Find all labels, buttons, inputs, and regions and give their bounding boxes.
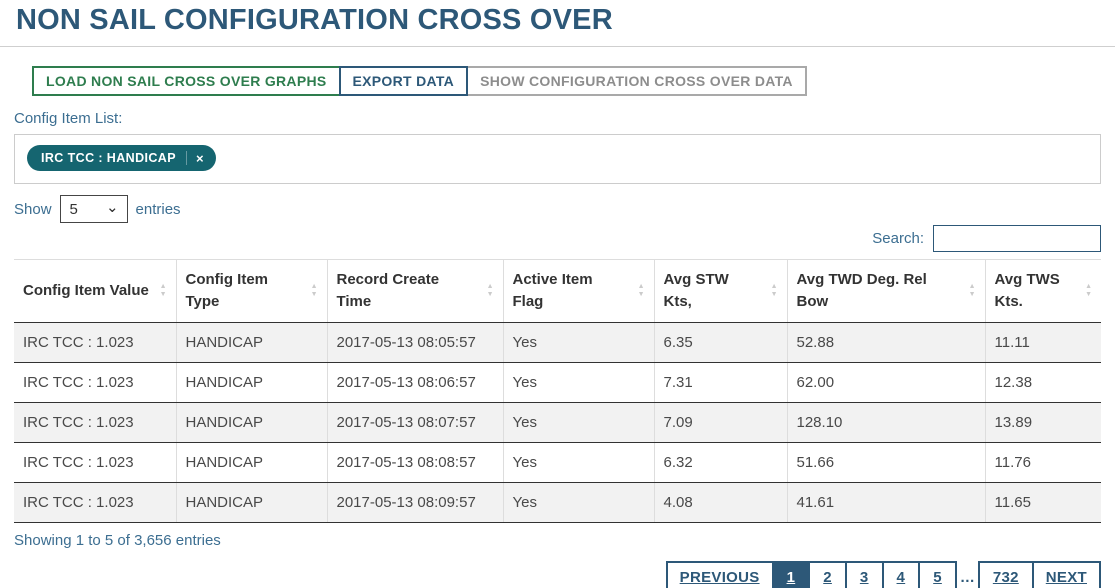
show-crossover-data-button[interactable]: SHOW CONFIGURATION CROSS OVER DATA xyxy=(466,66,807,96)
column-header-config-item-value[interactable]: Config Item Value ▲ ▼ xyxy=(14,259,176,323)
cell-record-create-time: 2017-05-13 08:08:57 xyxy=(326,442,503,483)
sort-icon[interactable]: ▲ ▼ xyxy=(486,282,494,298)
cell-record-create-time: 2017-05-13 08:05:57 xyxy=(326,322,503,363)
column-header-avg-twd[interactable]: Avg TWD Deg. Rel Bow ▲ ▼ xyxy=(786,259,985,323)
toolbar: LOAD NON SAIL CROSS OVER GRAPHS EXPORT D… xyxy=(32,66,1101,96)
cell-active-item-flag: Yes xyxy=(502,442,654,483)
config-item-list-label: Config Item List: xyxy=(14,110,123,127)
cell-record-create-time: 2017-05-13 08:09:57 xyxy=(326,482,503,523)
pagination-page-2[interactable]: 2 xyxy=(808,560,847,588)
tag-remove-icon[interactable]: × xyxy=(195,150,204,166)
search-input[interactable] xyxy=(933,225,1101,252)
cell-config-item-value: IRC TCC : 1.023 xyxy=(14,322,176,363)
sort-icon[interactable]: ▲ ▼ xyxy=(770,282,778,298)
entries-label: entries xyxy=(135,200,181,218)
cell-active-item-flag: Yes xyxy=(502,402,654,443)
tag-divider xyxy=(185,151,187,165)
table-row[interactable]: IRC TCC : 1.023 HANDICAP 2017-05-13 08:0… xyxy=(14,402,1101,443)
cell-avg-tws: 11.65 xyxy=(984,482,1101,523)
export-data-button[interactable]: EXPORT DATA xyxy=(338,66,469,96)
pagination: PREVIOUS 1 2 3 4 5 … 732 NEXT xyxy=(14,560,1101,588)
cell-avg-tws: 13.89 xyxy=(984,402,1101,443)
cell-config-item-value: IRC TCC : 1.023 xyxy=(14,482,176,523)
cell-active-item-flag: Yes xyxy=(502,482,654,523)
table-header-row: Config Item Value ▲ ▼ Config Item Type ▲ ▼ R… xyxy=(14,259,1101,323)
cell-config-item-value: IRC TCC : 1.023 xyxy=(14,362,176,403)
table-row[interactable]: IRC TCC : 1.023 HANDICAP 2017-05-13 08:0… xyxy=(14,322,1101,363)
entries-length-control: Show 5 ⌄ entries xyxy=(14,195,1101,223)
sort-icon[interactable]: ▲ ▼ xyxy=(159,282,167,298)
config-item-tag[interactable]: IRC TCC : HANDICAP × xyxy=(27,145,216,171)
cell-avg-tws: 11.11 xyxy=(984,322,1101,363)
cell-config-item-type: HANDICAP xyxy=(175,402,327,443)
sort-icon[interactable]: ▲ ▼ xyxy=(968,282,976,298)
sort-icon[interactable]: ▲ ▼ xyxy=(1085,282,1092,298)
cell-active-item-flag: Yes xyxy=(502,362,654,403)
search-control: Search: xyxy=(14,225,1101,252)
cell-avg-stw: 6.35 xyxy=(653,322,787,363)
cell-avg-twd: 128.10 xyxy=(786,402,985,443)
cell-avg-tws: 11.76 xyxy=(984,442,1101,483)
pagination-page-3[interactable]: 3 xyxy=(844,560,884,588)
cell-config-item-type: HANDICAP xyxy=(175,322,327,363)
config-item-tag-label: IRC TCC : HANDICAP xyxy=(41,151,176,165)
table-row[interactable]: IRC TCC : 1.023 HANDICAP 2017-05-13 08:0… xyxy=(14,362,1101,403)
cell-avg-twd: 41.61 xyxy=(786,482,985,523)
column-header-config-item-type[interactable]: Config Item Type ▲ ▼ xyxy=(175,259,327,323)
cell-config-item-type: HANDICAP xyxy=(175,362,327,403)
cell-avg-stw: 6.32 xyxy=(653,442,787,483)
cell-avg-twd: 51.66 xyxy=(786,442,985,483)
title-divider xyxy=(0,46,1115,47)
table-info: Showing 1 to 5 of 3,656 entries xyxy=(14,531,221,549)
show-label: Show xyxy=(14,200,52,218)
cell-config-item-type: HANDICAP xyxy=(175,482,327,523)
load-graphs-button[interactable]: LOAD NON SAIL CROSS OVER GRAPHS xyxy=(32,66,341,96)
sort-icon[interactable]: ▲ ▼ xyxy=(637,282,645,298)
cell-config-item-type: HANDICAP xyxy=(175,442,327,483)
cell-avg-stw: 7.09 xyxy=(653,402,787,443)
pagination-ellipsis: … xyxy=(959,568,975,586)
entries-select-wrap: 5 ⌄ xyxy=(59,195,128,223)
entries-select[interactable]: 5 xyxy=(59,195,128,223)
pagination-page-5[interactable]: 5 xyxy=(918,560,957,588)
column-header-avg-tws[interactable]: Avg TWS Kts. ▲ ▼ xyxy=(984,259,1101,323)
column-header-record-create-time[interactable]: Record Create Time ▲ ▼ xyxy=(326,259,503,323)
column-header-active-item-flag[interactable]: Active Item Flag ▲ ▼ xyxy=(502,259,654,323)
cell-avg-stw: 4.08 xyxy=(653,482,787,523)
cell-avg-tws: 12.38 xyxy=(984,362,1101,403)
cell-avg-twd: 52.88 xyxy=(786,322,985,363)
config-item-list-box[interactable]: IRC TCC : HANDICAP × xyxy=(14,134,1101,184)
cell-record-create-time: 2017-05-13 08:06:57 xyxy=(326,362,503,403)
pagination-page-1[interactable]: 1 xyxy=(771,560,811,588)
cell-avg-twd: 62.00 xyxy=(786,362,985,403)
sort-icon[interactable]: ▲ ▼ xyxy=(310,282,318,298)
pagination-next-button[interactable]: NEXT xyxy=(1031,560,1101,588)
cell-config-item-value: IRC TCC : 1.023 xyxy=(14,442,176,483)
column-header-avg-stw[interactable]: Avg STW Kts, ▲ ▼ xyxy=(653,259,787,323)
cell-record-create-time: 2017-05-13 08:07:57 xyxy=(326,402,503,443)
page-title: NON SAIL CONFIGURATION CROSS OVER xyxy=(16,4,613,36)
pagination-page-4[interactable]: 4 xyxy=(881,560,921,588)
cell-active-item-flag: Yes xyxy=(502,322,654,363)
pagination-previous-button[interactable]: PREVIOUS xyxy=(665,560,774,588)
table-row[interactable]: IRC TCC : 1.023 HANDICAP 2017-05-13 08:0… xyxy=(14,482,1101,523)
pagination-page-732[interactable]: 732 xyxy=(977,560,1034,588)
cell-avg-stw: 7.31 xyxy=(653,362,787,403)
crossover-data-table: Config Item Value ▲ ▼ Config Item Type ▲ ▼ R… xyxy=(14,259,1101,523)
search-label: Search: xyxy=(872,230,924,247)
table-row[interactable]: IRC TCC : 1.023 HANDICAP 2017-05-13 08:0… xyxy=(14,442,1101,483)
cell-config-item-value: IRC TCC : 1.023 xyxy=(14,402,176,443)
